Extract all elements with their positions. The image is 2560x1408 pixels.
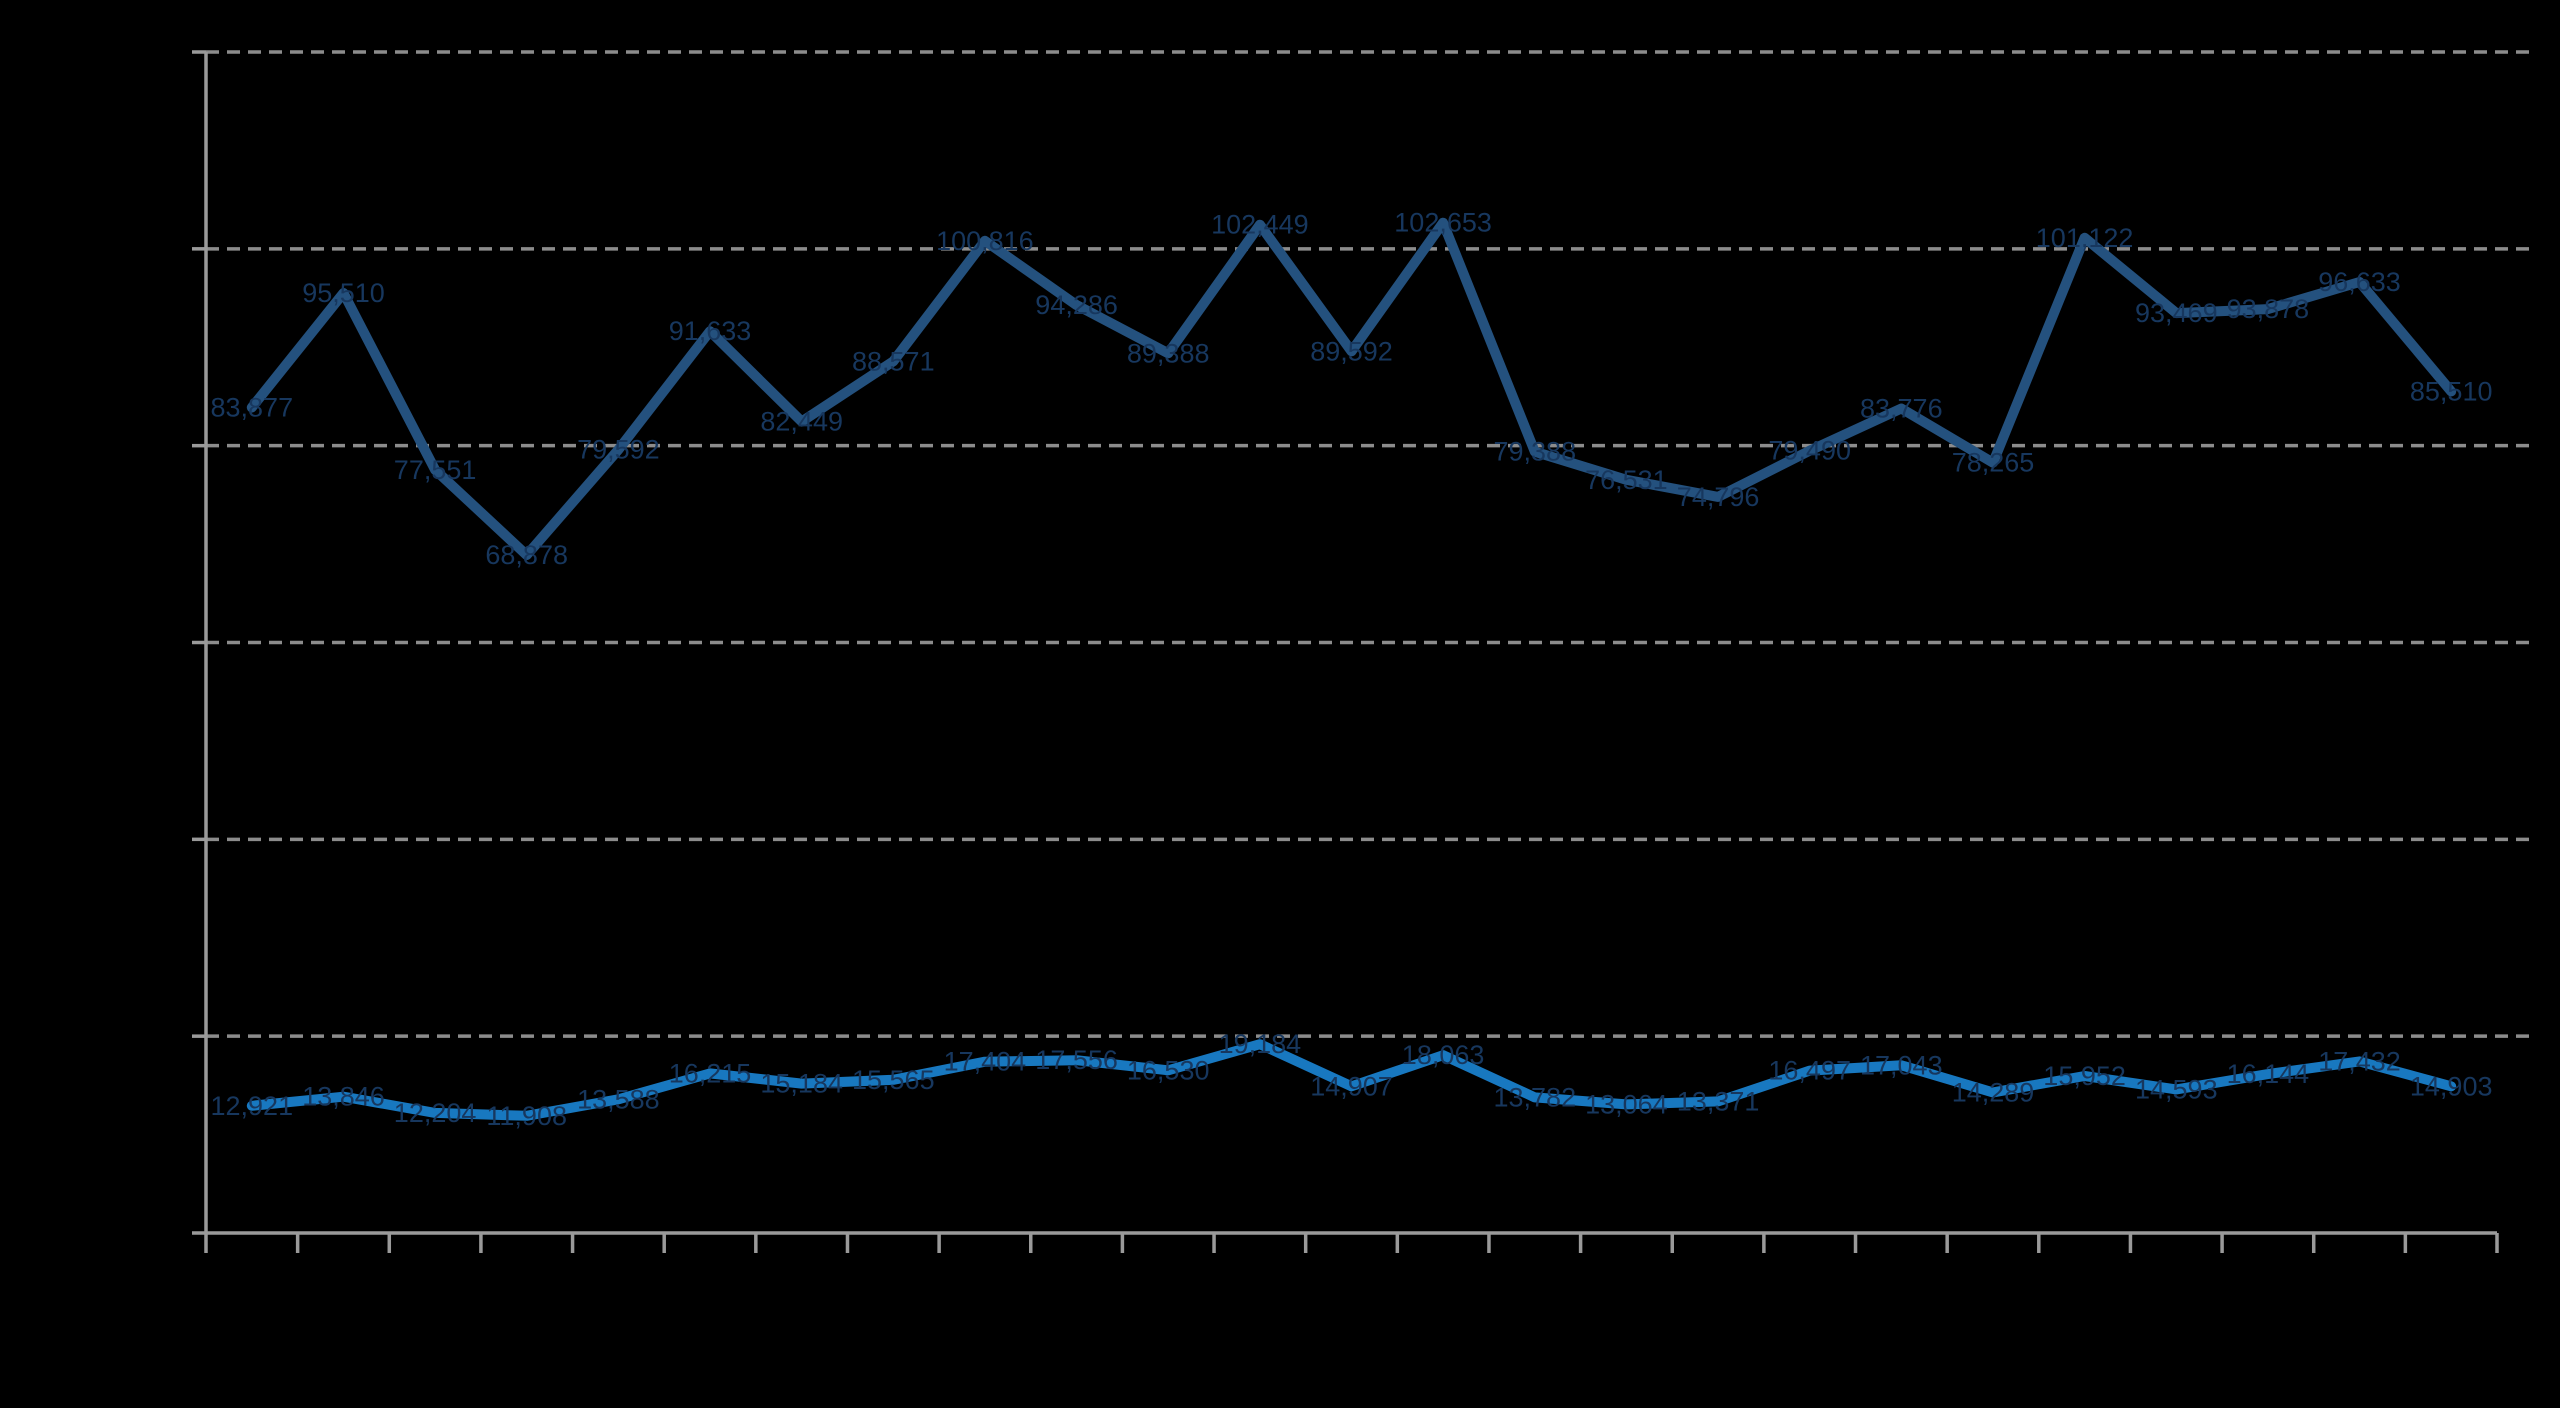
upper-line-data-label: 88,571 <box>852 346 935 376</box>
upper-line-data-label: 91,633 <box>669 316 752 346</box>
lower-line-data-label: 13,371 <box>1677 1086 1760 1116</box>
lower-line-data-label: 14,907 <box>1310 1071 1393 1101</box>
upper-line-data-label: 85,510 <box>2410 376 2493 406</box>
upper-line-data-label: 83,877 <box>211 393 294 423</box>
lower-line-data-label: 13,782 <box>1494 1082 1577 1112</box>
lower-line-data-label: 14,289 <box>1952 1077 2035 1107</box>
lower-line-data-label: 15,952 <box>2043 1061 2126 1091</box>
lower-line-data-label: 13,064 <box>1585 1089 1668 1119</box>
upper-line-data-label: 89,388 <box>1127 338 1210 368</box>
upper-line-data-label: 78,265 <box>1952 448 2035 478</box>
lower-line-data-label: 12,921 <box>211 1091 294 1121</box>
lower-line-data-label: 19,184 <box>1219 1029 1302 1059</box>
upper-line-data-label: 95,510 <box>302 278 385 308</box>
upper-line-data-label: 74,796 <box>1677 482 1760 512</box>
upper-line-data-label: 102,653 <box>1394 208 1492 238</box>
upper-line-data-label: 83,776 <box>1860 394 1943 424</box>
upper-line-data-label: 96,633 <box>2318 267 2401 297</box>
lower-line-series <box>246 1039 2457 1121</box>
upper-line-data-label: 102,449 <box>1211 210 1309 240</box>
upper-line-data-label: 79,592 <box>577 435 660 465</box>
lower-line-data-label: 16,530 <box>1127 1055 1210 1085</box>
lower-line-data-label: 17,556 <box>1035 1045 1118 1075</box>
upper-line-data-label: 93,469 <box>2135 298 2218 328</box>
upper-line-data-label: 76,531 <box>1585 465 1668 495</box>
upper-line-data-label: 79,388 <box>1494 437 1577 467</box>
upper-line-data-label: 89,592 <box>1310 336 1393 366</box>
lower-line-data-label: 15,565 <box>852 1065 935 1095</box>
lower-line-data-label: 13,846 <box>302 1082 385 1112</box>
lower-line-data-label: 14,903 <box>2410 1071 2493 1101</box>
upper-line-data-label: 101,122 <box>2036 223 2134 253</box>
upper-line-data-label: 68,878 <box>485 540 568 570</box>
lower-line-data-label: 16,215 <box>669 1058 752 1088</box>
lower-line-data-label: 14,593 <box>2135 1074 2218 1104</box>
lower-line-data-label: 16,144 <box>2227 1059 2310 1089</box>
upper-line-data-label: 94,286 <box>1035 290 1118 320</box>
upper-line-data-label: 82,449 <box>760 407 843 437</box>
lower-line-data-label: 17,043 <box>1860 1050 1943 1080</box>
upper-line-data-label: 93,878 <box>2227 294 2310 324</box>
upper-line-data-label: 100,816 <box>936 226 1034 256</box>
lower-line-data-label: 17,432 <box>2318 1046 2401 1076</box>
upper-line-data-label: 79,490 <box>1768 436 1851 466</box>
lower-line-data-label: 12,204 <box>394 1098 477 1128</box>
upper-line-data-label: 77,551 <box>394 455 477 485</box>
lower-line-data-label: 17,404 <box>944 1047 1027 1077</box>
upper-line-series <box>246 217 2457 561</box>
lower-line-data-label: 13,588 <box>577 1084 660 1114</box>
lower-line-data-label: 11,908 <box>486 1101 567 1131</box>
lower-line-data-label: 15,184 <box>760 1069 843 1099</box>
lower-line-data-label: 18,063 <box>1402 1040 1485 1070</box>
lower-line-data-label: 16,497 <box>1768 1056 1851 1086</box>
